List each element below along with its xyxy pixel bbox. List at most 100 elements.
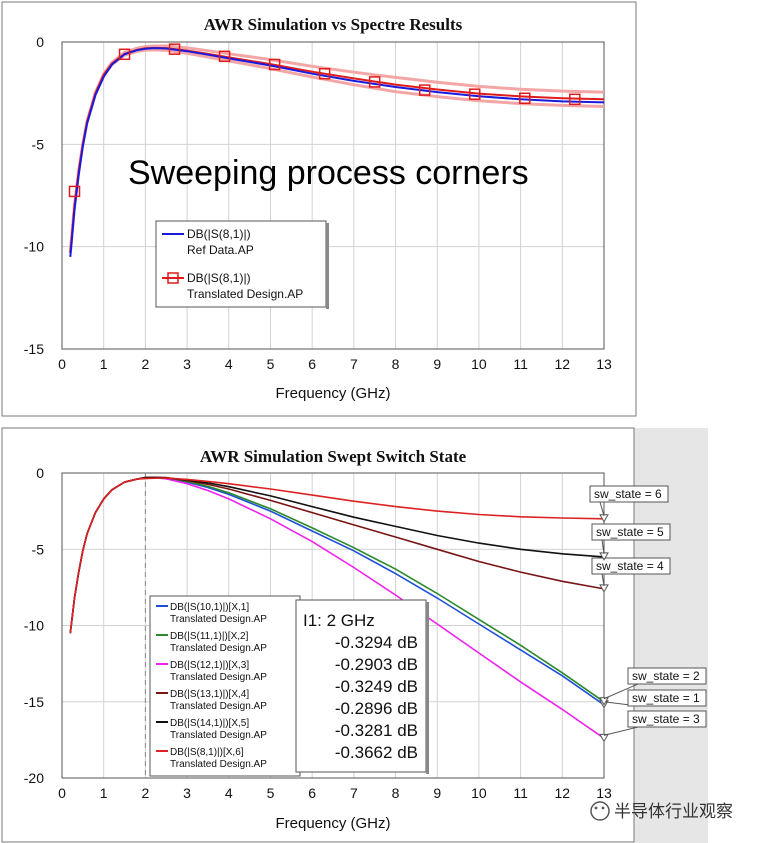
chart-2-series-6 [69,477,605,634]
chart-1-x-tick-label: 10 [471,356,487,372]
chart-2-y-tick-label: -15 [24,694,44,710]
chart-2-x-tick-label: 10 [471,785,487,801]
chart-2-end-labels: sw_state = 1 sw_state = 2 sw_state = 3 sw_s… [589,485,707,743]
chart-2-legend-label: DB(|S(10,1)|)[X,1] [170,602,249,613]
chart-1-y-ticks: 0 -5 -10 -15 [24,34,44,357]
chart-2-x-tick-label: 4 [225,785,233,801]
chart-2-legend-items: DB(|S(10,1)|)[X,1]Translated Design.APDB… [156,602,267,770]
wechat-icon [590,801,610,821]
chart-2-end-label: sw_state = 5 [596,525,664,539]
chart-1-x-tick-label: 8 [392,356,400,372]
chart-1-x-tick-label: 6 [308,356,316,372]
chart-2-cursor-readout[interactable]: I1: 2 GHz -0.3294 dB -0.2903 dB -0.3249 … [295,599,429,774]
chart-2-end-marker [599,733,609,743]
chart-2-end-label-leader [601,573,605,586]
chart-2-plot-area [61,472,605,779]
chart-2-legend-label: DB(|S(13,1)|)[X,4] [170,689,249,700]
chart-1-legend-label-ref: DB(|S(8,1)|) [187,227,251,241]
chart-1-legend[interactable]: DB(|S(8,1)|) Ref Data.AP DB(|S(8,1)|) Tr… [155,220,329,309]
wechat-icon-eye-right [601,806,605,810]
chart-2-x-tick-label: 3 [183,785,191,801]
chart-1-marker [218,50,231,63]
chart-1-x-tick-label: 2 [141,356,149,372]
chart-2-x-ticks: 0 1 2 3 4 5 6 7 8 9 10 11 12 13 [58,785,612,801]
chart-2-x-tick-label: 0 [58,785,66,801]
chart-2-end-label: sw_state = 6 [594,487,662,501]
chart-2-x-tick-label: 6 [308,785,316,801]
chart-2-x-axis-label: Frequency (GHz) [275,815,390,832]
chart-2-legend[interactable]: DB(|S(10,1)|)[X,1]Translated Design.APDB… [149,595,301,777]
chart-1-x-tick-label: 0 [58,356,66,372]
chart-1-legend-label-translated: DB(|S(8,1)|) [187,271,251,285]
chart-1-marker [68,185,81,198]
chart-1-marker [318,67,331,80]
chart-2-legend-source: Translated Design.AP [170,643,267,654]
chart-1-legend-source-ref: Ref Data.AP [187,243,254,257]
chart-2-x-tick-label: 2 [141,785,149,801]
chart-1-marker [418,84,431,96]
chart-1-legend-marker-icon [167,272,179,284]
chart-2-y-tick-label: 0 [36,465,44,481]
chart-2-legend-source: Translated Design.AP [170,614,267,625]
chart-2-x-tick-label: 7 [350,785,358,801]
chart-2-x-tick-label: 12 [555,785,571,801]
chart-2-x-tick-label: 9 [433,785,441,801]
chart-2-readout-box [295,599,427,773]
chart-2-y-tick-label: -5 [32,541,45,557]
chart-2-legend-label: DB(|S(12,1)|)[X,3] [170,660,249,671]
chart-2-x-tick-label: 5 [267,785,275,801]
chart-2-end-label: sw_state = 4 [596,559,664,573]
chart-2-x-tick-label: 13 [596,785,612,801]
chart-2-readout-title: I1: 2 GHz [303,611,375,630]
chart-2-readout-value-6: -0.3662 dB [335,743,418,762]
chart-1-x-ticks: 0 1 2 3 4 5 6 7 8 9 10 11 12 13 [58,356,612,372]
chart-2-x-tick-label: 1 [100,785,108,801]
watermark-text: 半导体行业观察 [614,802,733,822]
chart-2-readout-value-3: -0.3249 dB [335,677,418,696]
chart-1-marker [268,58,281,71]
chart-2-legend-source: Translated Design.AP [170,701,267,712]
chart-1-y-tick-label: -15 [24,341,44,357]
chart-2-legend-label: DB(|S(8,1)|)[X,6] [170,747,244,758]
chart-2-y-tick-label: -20 [24,770,44,786]
chart-1-y-tick-label: 0 [36,34,44,50]
chart-1-title: AWR Simulation vs Spectre Results [204,15,463,34]
chart-1-x-tick-label: 3 [183,356,191,372]
chart-1-plot-area [61,41,605,350]
chart-2-legend-label: DB(|S(11,1)|)[X,2] [170,631,249,642]
chart-1-series-ref [69,47,605,257]
chart-1-x-axis-label: Frequency (GHz) [275,385,390,402]
chart-2-readout-value-2: -0.2903 dB [335,655,418,674]
chart-1-marker [519,92,531,105]
chart-1-x-tick-label: 9 [433,356,441,372]
chart-2-end-label: sw_state = 2 [632,669,700,683]
chart-2-readout-value-4: -0.2896 dB [335,699,418,718]
chart-2-y-ticks: 0 -5 -10 -15 -20 [24,465,44,786]
chart-1-legend-shadow [326,223,329,309]
chart-2-x-tick-label: 11 [513,785,528,801]
chart-2-legend-label: DB(|S(14,1)|)[X,5] [170,718,249,729]
chart-2-end-marker [599,697,609,706]
chart-2-end-label-box [627,710,707,728]
chart-2-end-label: sw_state = 1 [632,691,700,705]
chart-1-legend-source-translated: Translated Design.AP [187,287,303,301]
chart-2-readout-shadow [426,602,429,774]
chart-1-y-tick-label: -10 [24,239,44,255]
chart-1-marker [569,93,581,106]
chart-1-frame [1,1,637,417]
chart-1-x-tick-label: 7 [350,356,358,372]
chart-2-end-label-leader [599,501,605,516]
chart-1-marker [168,43,181,55]
chart-2-legend-source: Translated Design.AP [170,672,267,683]
chart-2-title: AWR Simulation Swept Switch State [200,447,467,466]
chart-2-readout-value-5: -0.3281 dB [335,721,418,740]
chart-1-legend-box [155,220,327,308]
chart-2-end-label-box [591,557,671,575]
chart-2-series [69,476,605,739]
chart-2-end-label-box [627,667,707,685]
wechat-icon-eye-left [594,806,598,810]
chart-2-end-label-box [591,523,671,541]
chart-2-end-label: sw_state = 3 [632,712,700,726]
